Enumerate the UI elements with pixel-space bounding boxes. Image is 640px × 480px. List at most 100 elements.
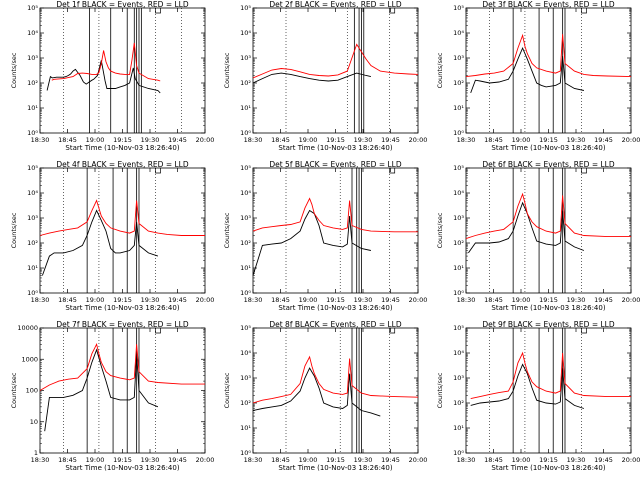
x-tick-label: 18:30 [31,296,50,304]
y-tick-label: 10⁵ [240,164,251,172]
y-tick-label: 10² [453,79,464,87]
y-tick-label: 10¹ [453,264,464,272]
x-axis-label: Start Time (10-Nov-03 18:26:40) [278,304,392,312]
x-tick-label: 19:45 [381,136,400,144]
x-tick-label: 18:30 [31,136,50,144]
y-tick-label: 10⁰ [453,289,464,297]
y-tick-label: 10⁰ [453,449,464,457]
top-bracket [581,328,587,334]
y-tick-label: 10² [27,239,38,247]
x-tick-label: 20:00 [409,456,428,464]
top-bracket [155,8,161,14]
x-tick-label: 19:15 [539,456,558,464]
x-tick-label: 18:45 [484,136,503,144]
panel-det-9: Det 9f BLACK = Events, RED = LLD 10⁰ 10¹ 10… [436,320,640,472]
plot-frame [465,167,632,294]
x-tick-label: 19:15 [539,136,558,144]
series-line-events [252,367,381,417]
y-tick-label: 10⁵ [240,4,251,12]
plot-frame [252,167,419,294]
x-tick-label: 19:00 [512,136,531,144]
x-tick-label: 19:15 [326,136,345,144]
y-axis-label: Counts/sec [10,372,18,408]
x-tick-label: 20:00 [196,136,215,144]
x-tick-label: 19:00 [86,136,105,144]
y-tick-label: 10⁵ [27,164,38,172]
y-tick-label: 10⁴ [27,189,38,197]
panel-title: Det 3f BLACK = Events, RED = LLD [482,0,615,9]
top-bracket [581,8,587,14]
x-axis-label: Start Time (10-Nov-03 18:26:40) [491,304,605,312]
panel-title: Det 9f BLACK = Events, RED = LLD [482,320,615,329]
x-tick-label: 19:45 [381,296,400,304]
series-line-lld [252,43,419,79]
x-tick-label: 18:30 [457,456,476,464]
series-line-events [470,363,585,409]
panel-det-1: Det 1f BLACK = Events, RED = LLD 10⁰ 10¹ 10… [10,0,214,152]
x-axis-label: Start Time (10-Nov-03 18:26:40) [65,464,179,472]
x-tick-label: 19:30 [354,136,373,144]
y-tick-label: 10³ [27,54,38,62]
y-tick-label: 10⁴ [27,29,38,37]
x-tick-label: 20:00 [622,456,640,464]
x-tick-label: 18:45 [58,296,77,304]
x-axis-label: Start Time (10-Nov-03 18:26:40) [65,144,179,152]
y-axis-label: Counts/sec [223,372,231,408]
y-tick-label: 10¹ [453,104,464,112]
x-tick-label: 19:45 [594,296,613,304]
panel-title: Det 1f BLACK = Events, RED = LLD [56,0,189,9]
x-tick-label: 19:30 [141,456,160,464]
y-tick-label: 10⁵ [453,324,464,332]
x-tick-label: 19:45 [594,456,613,464]
plot-frame [465,7,632,134]
y-tick-label: 10² [453,399,464,407]
series-line-lld [252,197,418,233]
x-tick-label: 19:15 [326,296,345,304]
x-tick-label: 19:30 [141,136,160,144]
x-tick-label: 19:45 [168,296,187,304]
series-line-events [252,72,372,84]
series-line-lld [470,351,631,400]
y-tick-label: 10⁰ [453,129,464,137]
y-tick-label: 10¹ [240,104,251,112]
y-tick-label: 1000 [21,355,38,363]
top-bracket [155,328,161,334]
x-tick-label: 19:30 [567,296,586,304]
series-line-lld [465,33,632,78]
series-line-events [470,46,584,94]
x-tick-label: 20:00 [196,456,215,464]
panel-det-6: Det 6f BLACK = Events, RED = LLD 10⁰ 10¹ 10… [436,160,640,312]
x-tick-label: 18:30 [31,456,50,464]
y-tick-label: 10³ [240,214,251,222]
x-tick-label: 18:30 [244,456,263,464]
y-tick-label: 10² [240,239,251,247]
x-tick-label: 20:00 [409,136,428,144]
panel-det-4: Det 4f BLACK = Events, RED = LLD 10⁰ 10¹ 10… [10,160,214,312]
x-tick-label: 18:30 [457,296,476,304]
panel-det-5: Det 5f BLACK = Events, RED = LLD 10⁰ 10¹ 10… [223,160,427,312]
y-tick-label: 1 [34,449,38,457]
y-tick-label: 100 [26,387,38,395]
y-tick-label: 10⁵ [240,324,251,332]
x-axis-label: Start Time (10-Nov-03 18:26:40) [65,304,179,312]
top-bracket [389,328,396,334]
y-tick-label: 10⁰ [240,129,251,137]
panel-title: Det 4f BLACK = Events, RED = LLD [56,160,189,169]
y-tick-label: 10⁵ [453,4,464,12]
x-axis-label: Start Time (10-Nov-03 18:26:40) [278,464,392,472]
x-tick-label: 19:00 [512,456,531,464]
plot-frame [252,327,419,454]
y-tick-label: 10² [27,79,38,87]
y-axis-label: Counts/sec [436,372,444,408]
x-tick-label: 18:30 [457,136,476,144]
x-tick-label: 19:30 [141,296,160,304]
x-tick-label: 20:00 [409,296,428,304]
y-tick-label: 10⁴ [240,189,251,197]
top-bracket [389,168,396,174]
y-tick-label: 10² [240,79,251,87]
y-axis-label: Counts/sec [436,212,444,248]
y-axis-label: Counts/sec [10,212,18,248]
x-axis-label: Start Time (10-Nov-03 18:26:40) [278,144,392,152]
panel-det-7: Det 7f BLACK = Events, RED = LLD 1 10 100 10… [10,320,214,472]
top-bracket [581,168,587,174]
